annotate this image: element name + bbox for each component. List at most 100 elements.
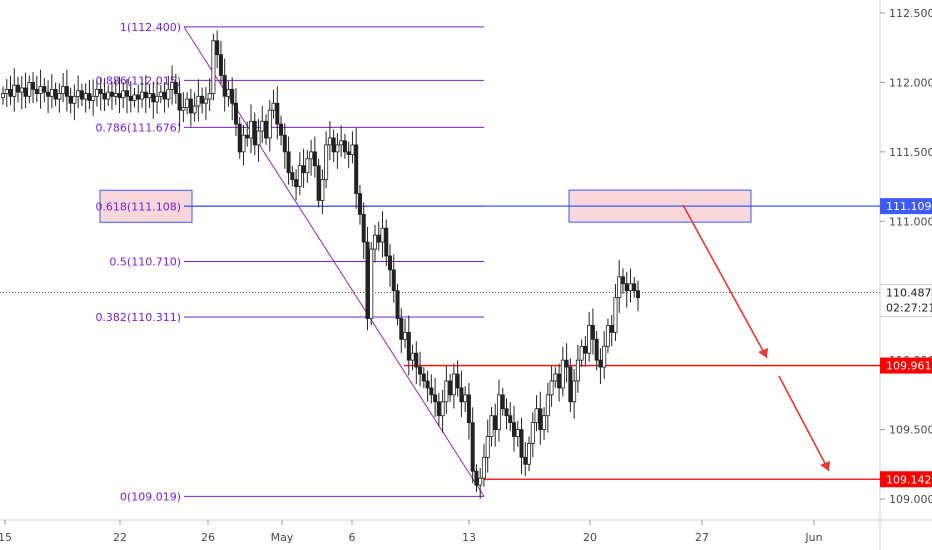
plot-area[interactable] (0, 0, 880, 520)
candle-body (564, 359, 569, 368)
candle-body (481, 456, 486, 479)
y-tick-label: 109.000 (889, 493, 932, 506)
fib-level-label: 0.382(110.311) (95, 311, 181, 324)
candlesticks (0, 30, 641, 499)
candle-body (76, 90, 81, 97)
candle-body (57, 93, 62, 100)
candle-body (493, 415, 498, 430)
candle-body (68, 95, 73, 104)
candle-body (124, 90, 129, 97)
candle-body (38, 86, 43, 94)
candle-body (260, 120, 265, 132)
candle-body (388, 255, 393, 271)
x-tick-label: 6 (349, 531, 356, 544)
candle-body (301, 165, 306, 174)
candle-body (8, 88, 13, 97)
projection-arrows[interactable] (682, 204, 830, 472)
price-tag-label: 109.961 (886, 360, 932, 373)
candle-body (230, 88, 235, 104)
candle-body (16, 84, 21, 93)
candle-body (478, 477, 483, 486)
candle-body (320, 179, 325, 201)
candle-body (436, 401, 441, 417)
candle-body (361, 213, 366, 243)
candle-body (83, 93, 88, 100)
candle-body (185, 98, 190, 108)
candle-body (215, 40, 220, 56)
price-tag (880, 357, 932, 374)
candle-body (64, 86, 69, 97)
candle-body (391, 269, 396, 292)
candle-body (515, 429, 520, 437)
candle-body (421, 373, 426, 382)
candle-body (207, 93, 212, 100)
candle-body (237, 123, 242, 153)
fibonacci-retracement[interactable]: 1(112.400) 0.886(112.015) 0.786(111.676) 0.… (95, 21, 484, 503)
y-tick-label: 112.500 (889, 7, 932, 20)
candle-body (587, 325, 592, 354)
candle-body (560, 359, 565, 389)
candle-body (538, 408, 543, 430)
x-tick-label: Jun (804, 531, 822, 544)
candle-body (598, 359, 603, 368)
fib-level-label: 0.886(112.015) (95, 74, 181, 87)
y-tick-label: 109.500 (889, 424, 932, 437)
candle-body (98, 88, 103, 94)
candle-body (46, 91, 51, 97)
candle-body (500, 394, 505, 410)
candle-body (49, 88, 54, 97)
candle-body (143, 91, 148, 99)
candle-body (466, 394, 471, 424)
candle-body (109, 91, 114, 97)
candle-body (429, 387, 434, 396)
candle-body (162, 91, 167, 100)
horizontal-lines[interactable] (184, 205, 880, 480)
candle-body (173, 82, 178, 94)
candle-body (233, 102, 238, 125)
candle-body (136, 94, 141, 100)
y-tick-label: 111.000 (889, 215, 932, 228)
candle-body (545, 394, 550, 417)
candle-body (27, 82, 32, 97)
candle-body (508, 415, 513, 424)
candle-body (346, 151, 351, 156)
candle-body (279, 123, 284, 136)
candle-body (530, 422, 535, 444)
candle-body (342, 140, 347, 153)
candle-body (459, 387, 464, 403)
price-tag (880, 471, 932, 488)
fib-level-label: 0(109.019) (120, 490, 181, 503)
candle-body (79, 90, 84, 100)
candle-body (222, 75, 227, 97)
candle-body (53, 88, 58, 100)
x-tick-label: 26 (201, 531, 215, 544)
candle-body (94, 88, 99, 97)
fib-618-highlight-zone[interactable] (99, 189, 193, 223)
arrow-2-line[interactable] (778, 375, 830, 472)
price-tag-label: 109.142 (886, 473, 932, 486)
candle-body (155, 95, 160, 103)
candle-body (575, 359, 580, 382)
candle-body (203, 98, 208, 104)
candle-body (440, 401, 445, 417)
price-axis[interactable] (880, 0, 932, 550)
candle-body (594, 338, 599, 361)
candle-body (331, 137, 336, 153)
price-tags: 111.109 109.961 109.142 110.487 02:27:21 (879, 198, 932, 488)
candle-body (34, 88, 39, 94)
candle-body (252, 120, 257, 146)
x-axis-ticks: 15 22 26 May 6 13 20 27 Jun (0, 520, 823, 544)
candle-body (200, 95, 205, 104)
candle-body (226, 88, 231, 97)
candle-body (91, 95, 96, 101)
arrow-1-head (758, 348, 768, 358)
candle-body (335, 144, 340, 153)
candle-body (256, 130, 261, 146)
arrow-1-line[interactable] (682, 204, 768, 359)
candle-body (636, 290, 641, 299)
candle-body (372, 234, 377, 250)
candle-body (151, 93, 156, 103)
candle-body (132, 94, 137, 101)
candle-body (128, 95, 133, 101)
